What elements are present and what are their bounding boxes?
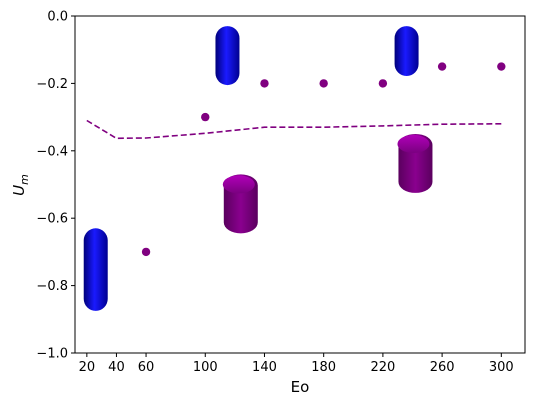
scatter-point: [141, 247, 151, 257]
y-tick-label: −0.6: [36, 212, 68, 227]
x-tick-label: 180: [311, 360, 336, 375]
y-axis-label: Um: [10, 174, 31, 196]
y-axis-label-base: U: [10, 185, 28, 196]
blue-bubble-icon-body: [83, 228, 108, 311]
y-tick-label: 0.0: [47, 10, 68, 25]
plot-frame: [74, 15, 526, 354]
plot-area: [75, 16, 525, 353]
y-axis-label-subscript: m: [18, 174, 31, 185]
x-tick-label: 60: [138, 360, 155, 375]
y-tick-label: −0.2: [36, 77, 68, 92]
scatter-point: [378, 79, 388, 88]
dashed-series-line: [86, 119, 502, 140]
series-layer: [86, 62, 506, 257]
magenta-bubble-icon-cap: [397, 134, 430, 153]
blue-bubble-icon-3: [394, 26, 419, 76]
x-axis-label: Eo: [291, 378, 310, 396]
x-tick-label: 100: [193, 360, 218, 375]
scatter-point: [497, 62, 506, 71]
magenta-bubble-icon-cap: [222, 175, 255, 194]
blue-bubble-icon-body: [394, 26, 419, 76]
x-tick-label: 220: [370, 360, 395, 375]
magenta-bubble-icon-5: [397, 133, 433, 193]
blue-bubble-icon-1: [83, 228, 108, 311]
x-tick-label: 260: [430, 360, 455, 375]
scatter-point: [319, 79, 328, 88]
y-tick-label: −0.8: [36, 279, 68, 294]
magenta-bubble-icon-4: [222, 174, 258, 234]
scatter-point: [437, 62, 447, 71]
y-tick-label: −0.4: [36, 144, 68, 159]
scatter-point: [260, 79, 269, 88]
axis-layer: 20 40 60 100 140 180 220 260 300 0.0 −0.2 −0.4 −0.6 −…: [36, 10, 513, 376]
scatter-point: [201, 112, 210, 122]
x-tick-label: 140: [252, 360, 277, 375]
y-tick-label: −1.0: [36, 347, 68, 362]
blue-bubble-icon-2: [215, 26, 240, 86]
x-tick-label: 40: [108, 360, 125, 375]
x-tick-label: 300: [489, 360, 514, 375]
bubble-shapes-layer: [83, 26, 433, 311]
x-tick-label: 20: [79, 360, 96, 375]
blue-bubble-icon-body: [215, 26, 240, 86]
